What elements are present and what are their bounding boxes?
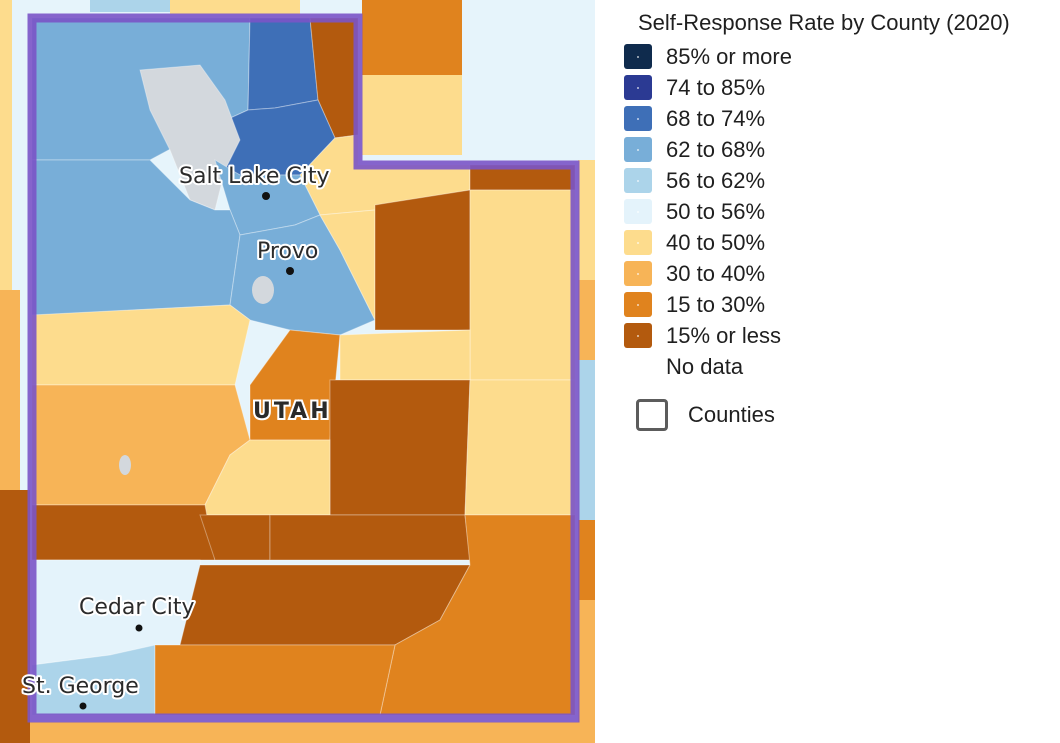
legend-item: No data [624, 351, 792, 382]
legend-swatch [624, 354, 652, 379]
county-beaver [31, 504, 216, 561]
counties-label: Counties [688, 402, 775, 427]
county-wayne [269, 514, 471, 561]
cedar-city-marker [135, 624, 143, 632]
map-legend: Self-Response Rate by County (2020) 85% … [610, 0, 1055, 743]
city-markers [79, 192, 294, 710]
county-emery [329, 379, 471, 516]
neighbor-county [578, 160, 595, 280]
choropleth-map[interactable]: Salt Lake City Provo UTAH Cedar City St.… [0, 0, 595, 743]
legend-swatch [624, 106, 652, 131]
counties-checkbox[interactable] [636, 399, 668, 431]
provo-marker [286, 267, 294, 275]
legend-item: 50 to 56% [624, 196, 792, 227]
salt-lake-city-marker [262, 192, 270, 200]
county-duchesne [374, 189, 471, 331]
neighbor-county [578, 600, 595, 743]
neighbor-county [362, 75, 462, 155]
salt-lake-city-label: Salt Lake City [179, 164, 330, 189]
legend-swatch [624, 199, 652, 224]
legend-swatch [624, 137, 652, 162]
neighbor-county [30, 722, 595, 743]
legend-swatch [624, 292, 652, 317]
legend-item: 15% or less [624, 320, 792, 351]
legend-swatch [624, 168, 652, 193]
legend-label: 85% or more [666, 43, 792, 69]
legend-item: 56 to 62% [624, 165, 792, 196]
legend-label: 15 to 30% [666, 291, 766, 317]
neighbor-county [170, 0, 300, 14]
neighbor-county [90, 0, 170, 12]
neighbor-county [0, 490, 30, 743]
lake [119, 455, 131, 475]
county-cache [247, 17, 319, 111]
state-outline [27, 13, 580, 723]
legend-label: 74 to 85% [666, 74, 766, 100]
st-george-label: St. George [22, 674, 139, 699]
legend-label: No data [666, 353, 744, 379]
legend-item: 15 to 30% [624, 289, 792, 320]
legend-label: 50 to 56% [666, 198, 766, 224]
legend-swatch [624, 230, 652, 255]
neighbor-county [0, 290, 20, 490]
county-carbon [339, 329, 471, 381]
county-grand [464, 379, 576, 516]
legend-label: 56 to 62% [666, 167, 766, 193]
county-kane [154, 644, 396, 716]
legend-item: 85% or more [624, 41, 792, 72]
legend-item: 74 to 85% [624, 72, 792, 103]
neighbor-county [362, 0, 462, 75]
utah-counties [31, 17, 576, 716]
county-uintah [469, 189, 576, 381]
legend-title: Self-Response Rate by County (2020) [638, 10, 1010, 35]
st-george-marker [79, 702, 87, 710]
cedar-city-label: Cedar City [79, 595, 195, 620]
legend-label: 15% or less [666, 322, 781, 348]
legend-item: 40 to 50% [624, 227, 792, 258]
map-canvas[interactable]: Salt Lake City Provo UTAH Cedar City St.… [0, 0, 595, 743]
legend-label: 62 to 68% [666, 136, 766, 162]
legend-swatch [624, 44, 652, 69]
counties-layer-toggle[interactable]: Counties [636, 399, 775, 431]
legend-label: 30 to 40% [666, 260, 766, 286]
legend-swatch [624, 75, 652, 100]
county-great-salt-lake [139, 64, 241, 211]
neighbor-county [0, 0, 12, 290]
lake [252, 276, 274, 304]
legend-item: 62 to 68% [624, 134, 792, 165]
legend-items: 85% or more 74 to 85% 68 to 74% 62 to 68% 56… [624, 41, 792, 382]
legend-label: 68 to 74% [666, 105, 766, 131]
neighbor-county [578, 520, 595, 600]
legend-swatch [624, 323, 652, 348]
neighbor-county [578, 280, 595, 360]
county-juab [31, 304, 251, 386]
lakes [119, 276, 274, 475]
neighbor-counties [0, 0, 595, 743]
provo-label: Provo [257, 239, 318, 264]
legend-item: 68 to 74% [624, 103, 792, 134]
state-label: UTAH [253, 399, 332, 424]
legend-item: 30 to 40% [624, 258, 792, 289]
legend-label: 40 to 50% [666, 229, 766, 255]
legend-swatch [624, 261, 652, 286]
neighbor-county [578, 360, 595, 520]
